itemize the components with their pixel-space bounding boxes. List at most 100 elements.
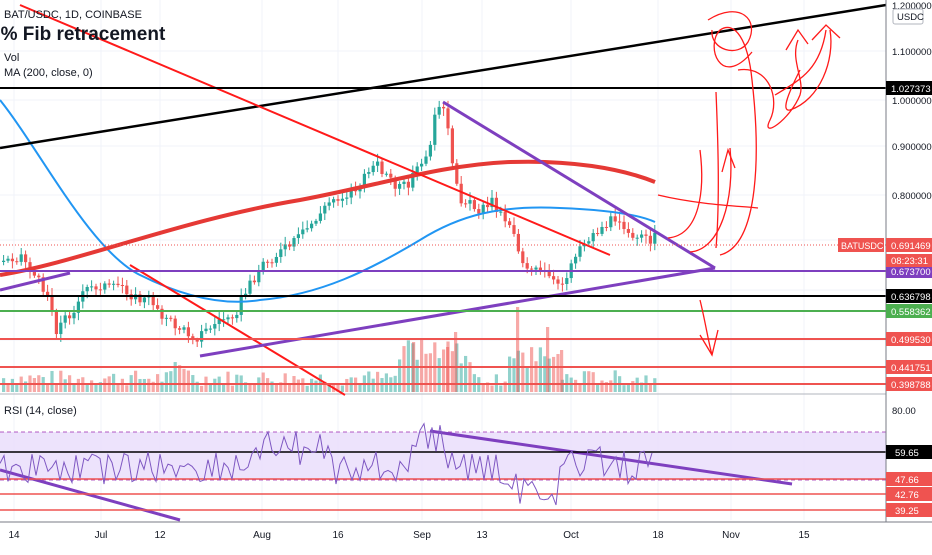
candle — [464, 203, 468, 205]
candle — [178, 328, 182, 330]
volume-bar — [454, 332, 458, 392]
candle — [94, 286, 98, 290]
purple-resistance-line — [442, 100, 716, 270]
volume-bar — [274, 384, 278, 392]
candle — [151, 296, 155, 306]
candle — [596, 233, 600, 235]
candle — [85, 286, 89, 292]
candle — [371, 165, 375, 173]
volume-bar — [178, 365, 182, 392]
price-level-label: 0.499530 — [891, 335, 931, 346]
candle — [446, 108, 450, 129]
volume-bar — [142, 378, 146, 392]
candle — [169, 317, 173, 319]
candle — [560, 283, 564, 285]
time-tick-label: Oct — [563, 530, 579, 541]
volume-bar — [521, 352, 525, 392]
time-tick-label: 13 — [476, 530, 488, 541]
price-level-label-bg — [886, 304, 932, 318]
candle — [455, 163, 459, 184]
volume-bar — [200, 385, 204, 392]
candle — [367, 172, 371, 174]
candle — [186, 327, 190, 337]
candle — [389, 173, 393, 178]
ma-200-line — [0, 159, 656, 277]
candle — [19, 254, 23, 262]
volume-bar — [481, 384, 485, 392]
volume-bar — [653, 378, 657, 392]
price-tick-label: 1.000000 — [892, 96, 932, 107]
purple-short-line — [0, 271, 71, 292]
volume-bar — [345, 378, 349, 392]
time-tick-label: 12 — [154, 530, 166, 541]
hand-drawn-stroke — [785, 29, 832, 111]
price-level-label: 0.558362 — [891, 307, 931, 318]
price-tick-label: 0.900000 — [892, 142, 932, 153]
volume-bar — [32, 378, 36, 392]
volume-bar — [503, 381, 507, 392]
candle — [200, 331, 204, 342]
candle — [336, 199, 340, 201]
volume-bar — [420, 338, 424, 392]
rsi-legend: RSI (14, close) — [4, 405, 77, 417]
candle — [72, 312, 76, 319]
candle — [600, 226, 604, 234]
volume-bar — [125, 385, 129, 392]
volume-bar — [358, 384, 362, 392]
volume-bar — [499, 385, 503, 392]
candle — [173, 318, 177, 329]
volume-bar — [384, 373, 388, 392]
candle — [380, 161, 384, 174]
candle — [613, 216, 617, 222]
volume-bar — [371, 378, 375, 392]
volume-bar — [24, 381, 28, 392]
volume-bar — [213, 378, 217, 392]
candle — [235, 314, 239, 319]
volume-bar — [6, 384, 10, 392]
candle — [226, 317, 230, 320]
hand-drawn-stroke — [715, 91, 719, 249]
candle — [24, 254, 28, 263]
candle — [547, 270, 551, 277]
candle — [195, 339, 199, 342]
candle — [508, 221, 512, 226]
candle — [90, 286, 94, 288]
volume-bar — [442, 349, 446, 392]
candle — [622, 221, 626, 230]
volume-bar — [450, 351, 454, 392]
candle — [384, 173, 388, 175]
candle — [156, 305, 160, 309]
candle — [406, 181, 410, 188]
volume-bar — [147, 378, 151, 392]
candle — [538, 267, 542, 271]
volume-bar — [543, 356, 547, 392]
volume-bar — [112, 373, 116, 392]
rsi-band — [0, 432, 886, 480]
candle — [327, 202, 331, 206]
volume-bar — [560, 350, 564, 392]
candle — [574, 256, 578, 264]
candle — [59, 322, 63, 335]
rsi-purple-line-right — [429, 429, 793, 486]
candle — [318, 213, 322, 221]
candle — [393, 177, 397, 189]
candle — [125, 285, 129, 295]
candle — [103, 283, 107, 290]
countdown-label: 08:23:31 — [891, 256, 928, 267]
hand-drawn-stroke — [785, 28, 809, 51]
volume-bar — [398, 359, 402, 392]
volume-bar — [402, 346, 406, 392]
volume-bar — [428, 353, 432, 392]
volume-bar — [288, 383, 292, 392]
volume-bar — [261, 372, 265, 392]
volume-bar — [164, 372, 168, 392]
time-tick-label: 15 — [798, 530, 810, 541]
volume-bar — [46, 383, 50, 392]
time-tick-label: Jul — [95, 530, 108, 541]
candle — [565, 278, 569, 284]
candle — [2, 260, 6, 262]
volume-bar — [486, 382, 490, 392]
candle — [314, 220, 318, 224]
